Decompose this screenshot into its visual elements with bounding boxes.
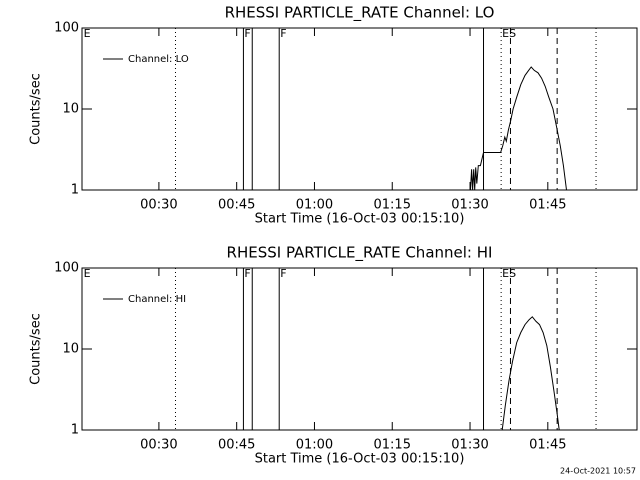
x-tick-label: 01:00 — [296, 438, 333, 453]
x-tick-label: 01:15 — [374, 438, 411, 453]
y-tick-label: 10 — [62, 342, 79, 357]
legend-label: Channel: HI — [128, 294, 186, 305]
chart-title: RHESSI PARTICLE_RATE Channel: LO — [225, 4, 495, 23]
y-tick-label: 100 — [54, 21, 79, 36]
x-tick-label: 00:30 — [140, 198, 177, 213]
event-label: ES — [502, 27, 516, 40]
x-axis-label: Start Time (16-Oct-03 00:15:10) — [255, 212, 465, 227]
data-line — [501, 316, 560, 430]
footer: 24-Oct-2021 10:57 — [560, 467, 636, 476]
y-axis-label: Counts/sec — [29, 313, 44, 385]
x-axis-label: Start Time (16-Oct-03 00:15:10) — [255, 452, 465, 467]
legend-label: Channel: LO — [128, 54, 189, 65]
plot-frame — [81, 267, 638, 431]
x-tick-label: 01:00 — [296, 198, 333, 213]
chart-title: RHESSI PARTICLE_RATE Channel: HI — [227, 244, 493, 263]
x-tick-label: 00:30 — [140, 438, 177, 453]
event-label: F — [280, 267, 286, 280]
y-tick-label: 1 — [71, 423, 79, 438]
x-tick-label: 01:30 — [451, 438, 488, 453]
event-label: F — [280, 27, 286, 40]
event-label: E — [84, 27, 91, 40]
y-tick-label: 100 — [54, 261, 79, 276]
data-line — [470, 66, 567, 190]
x-tick-label: 00:45 — [218, 438, 255, 453]
event-label: F — [244, 27, 250, 40]
event-label: E — [84, 267, 91, 280]
x-tick-label: 00:45 — [218, 198, 255, 213]
plot-frame — [81, 27, 638, 191]
x-tick-label: 01:30 — [451, 198, 488, 213]
x-tick-label: 01:45 — [529, 198, 566, 213]
event-label: ES — [502, 267, 516, 280]
event-label: F — [244, 267, 250, 280]
y-tick-label: 1 — [71, 183, 79, 198]
y-axis-label: Counts/sec — [29, 73, 44, 145]
y-tick-label: 10 — [62, 102, 79, 117]
x-tick-label: 01:45 — [529, 438, 566, 453]
x-tick-label: 01:15 — [374, 198, 411, 213]
